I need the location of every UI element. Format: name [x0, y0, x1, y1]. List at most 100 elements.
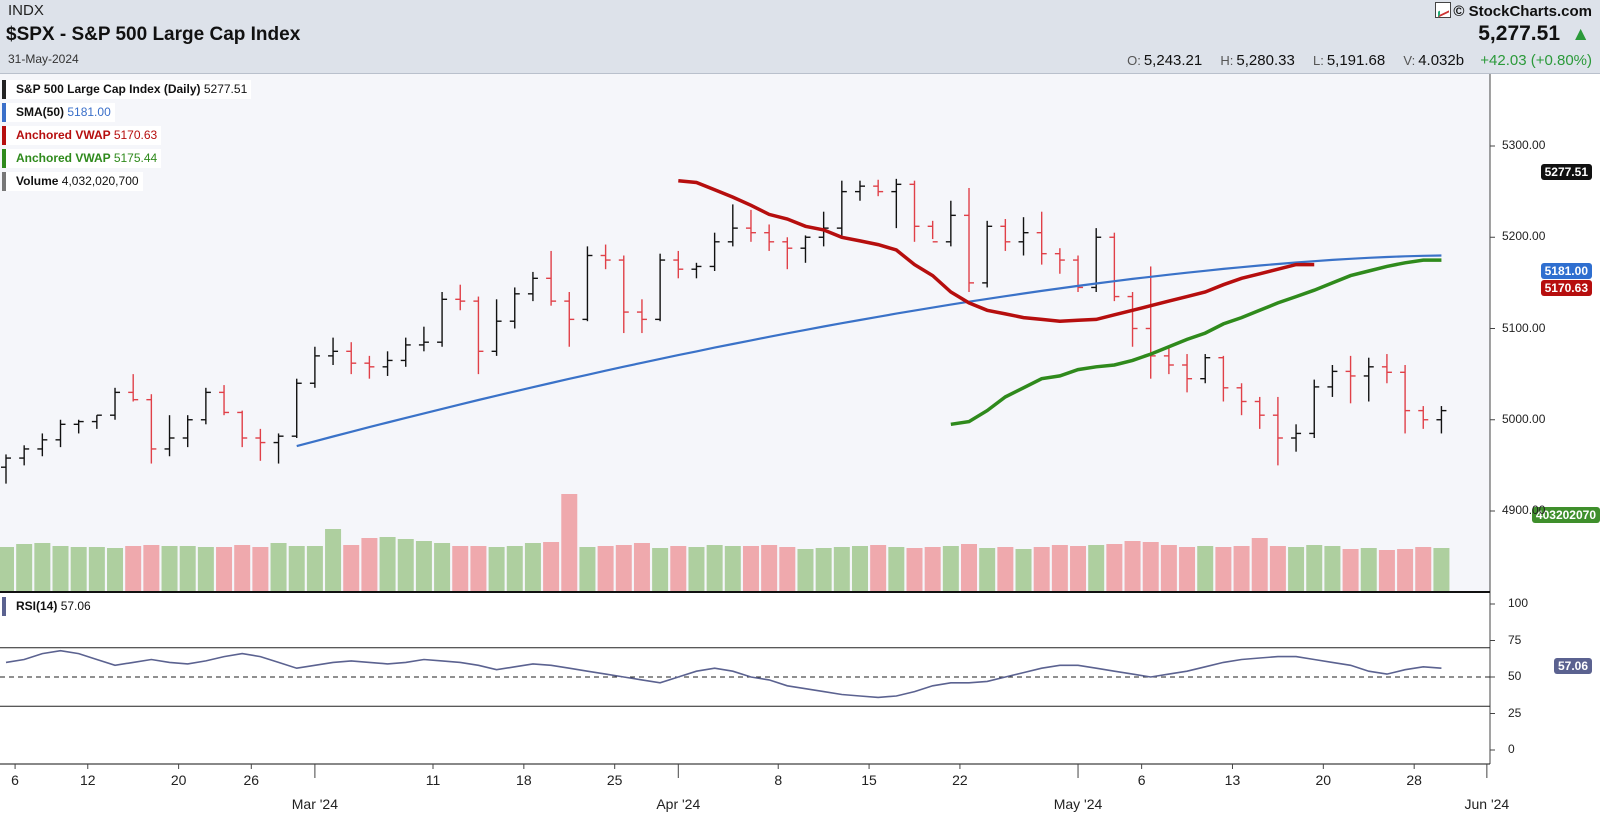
price-label-last: 5277.51	[1540, 164, 1592, 180]
day-tick-label: 12	[79, 772, 96, 788]
price-chart[interactable]	[0, 74, 1600, 830]
rsi-panel-bg	[0, 595, 1490, 764]
volume-bar	[815, 548, 832, 591]
day-tick-label: 15	[861, 772, 877, 788]
volume-bar	[597, 546, 614, 591]
volume-bar	[216, 547, 233, 591]
month-tick-label: May '24	[1053, 796, 1103, 812]
volume-bar	[343, 545, 360, 591]
day-tick-label: 11	[425, 772, 441, 788]
volume-bar	[906, 548, 923, 591]
legend-vwap-green-name: Anchored VWAP	[16, 151, 111, 165]
rsi-line	[5, 649, 1442, 699]
volume-bar	[0, 547, 14, 591]
legend-rsi: RSI(14) 57.06	[2, 597, 95, 616]
volume-bar	[561, 494, 578, 591]
price-tick-label: 5000.00	[1502, 411, 1546, 426]
copyright-text: © StockCharts.com	[1453, 3, 1592, 20]
volume-bar	[415, 541, 432, 591]
volume-bar	[1233, 546, 1250, 591]
stockcharts-logo-icon	[1435, 2, 1452, 18]
day-tick-label: 22	[952, 772, 968, 788]
volume-bar	[652, 548, 669, 591]
volume-bar	[779, 547, 796, 591]
high-value: 5,280.33	[1236, 52, 1295, 69]
volume-value: 4.032b	[1418, 52, 1465, 69]
volume-bar	[397, 539, 414, 591]
volume-bar	[924, 547, 941, 591]
volume-bar	[179, 546, 196, 591]
volume-bar	[1124, 541, 1141, 591]
volume-bar	[270, 543, 287, 591]
legend-sma: SMA(50) 5181.00	[2, 103, 115, 122]
day-tick-label: 20	[1315, 772, 1332, 788]
volume-bar	[434, 543, 451, 591]
volume-bar	[833, 547, 850, 591]
legend-rsi-value: 57.06	[60, 599, 91, 613]
volume-bar	[1051, 545, 1068, 591]
legend-volume-value: 4,032,020,700	[61, 174, 139, 188]
volume-bar	[1070, 546, 1087, 591]
open-value: 5,243.21	[1143, 52, 1203, 69]
price-tick-label: 4900.00	[1502, 503, 1546, 517]
legend-volume-name: Volume	[16, 174, 59, 188]
legend-vwap-red-value: 5170.63	[113, 128, 158, 142]
volume-bar	[52, 546, 69, 591]
volume-bar	[143, 545, 160, 591]
volume-bar	[688, 547, 705, 591]
copyright-link[interactable]: © StockCharts.com	[1433, 2, 1592, 20]
rsi-tick-label: 50	[1508, 669, 1522, 683]
volume-bar	[942, 546, 959, 591]
price-label-volume: 403202070	[1531, 507, 1600, 523]
volume-bar	[1269, 546, 1286, 591]
open-label: O:	[1127, 53, 1141, 68]
price-tick-label: 5300.00	[1502, 138, 1546, 152]
day-tick-label: 25	[606, 772, 623, 788]
volume-bar	[761, 545, 778, 591]
volume-bar	[107, 548, 124, 591]
volume-bar	[1378, 550, 1395, 591]
up-arrow-icon: ▲	[1571, 24, 1590, 45]
volume-bar	[579, 547, 596, 591]
volume-bar	[1251, 538, 1268, 591]
volume-bar	[1342, 549, 1359, 591]
rsi-tick-label: 100	[1508, 596, 1529, 610]
volume-bar	[1215, 547, 1232, 591]
volume-bar	[1033, 547, 1050, 591]
volume-bar	[1197, 546, 1214, 591]
day-tick-label: 6	[11, 772, 19, 788]
legend-vwap-red-name: Anchored VWAP	[16, 128, 111, 142]
volume-bar	[1160, 545, 1177, 591]
day-tick-label: 13	[1224, 772, 1241, 788]
price-tick-label: 5200.00	[1502, 229, 1546, 244]
legend-sma-name: SMA(50)	[16, 105, 65, 119]
volume-bar	[34, 543, 51, 591]
volume-bar	[724, 546, 741, 591]
volume-bar	[506, 546, 523, 591]
month-tick-label: Apr '24	[656, 796, 701, 812]
volume-bar	[997, 547, 1014, 591]
day-tick-label: 8	[774, 772, 783, 788]
price-label-vwap-red: 5170.63	[1540, 280, 1592, 296]
volume-bar	[125, 546, 142, 591]
low-value: 5,191.68	[1326, 52, 1386, 69]
volume-bar	[234, 545, 251, 591]
day-tick-label: 18	[516, 772, 532, 788]
volume-bar	[870, 545, 887, 591]
day-tick-label: 26	[243, 772, 260, 788]
volume-bar	[306, 546, 323, 591]
legend-volume: Volume 4,032,020,700	[2, 172, 143, 191]
price-label-sma: 5181.00	[1540, 263, 1592, 279]
volume-bar	[70, 547, 87, 591]
last-price: 5,277.51	[1478, 22, 1560, 45]
volume-bar	[615, 545, 632, 591]
volume-bar	[16, 544, 33, 591]
ohlc-readout: O: 5,243.21 H: 5,280.33 L: 5,191.68 V: 4.032…	[1113, 52, 1592, 69]
vwap-green-line	[950, 258, 1442, 427]
legend-price: S&P 500 Large Cap Index (Daily) 5277.51	[2, 80, 252, 99]
legend-vwap-red: Anchored VWAP 5170.63	[2, 126, 162, 145]
sma-line	[296, 254, 1442, 448]
volume-bar	[197, 547, 214, 591]
volume-bar	[1324, 546, 1341, 591]
volume-bar	[1433, 548, 1450, 591]
